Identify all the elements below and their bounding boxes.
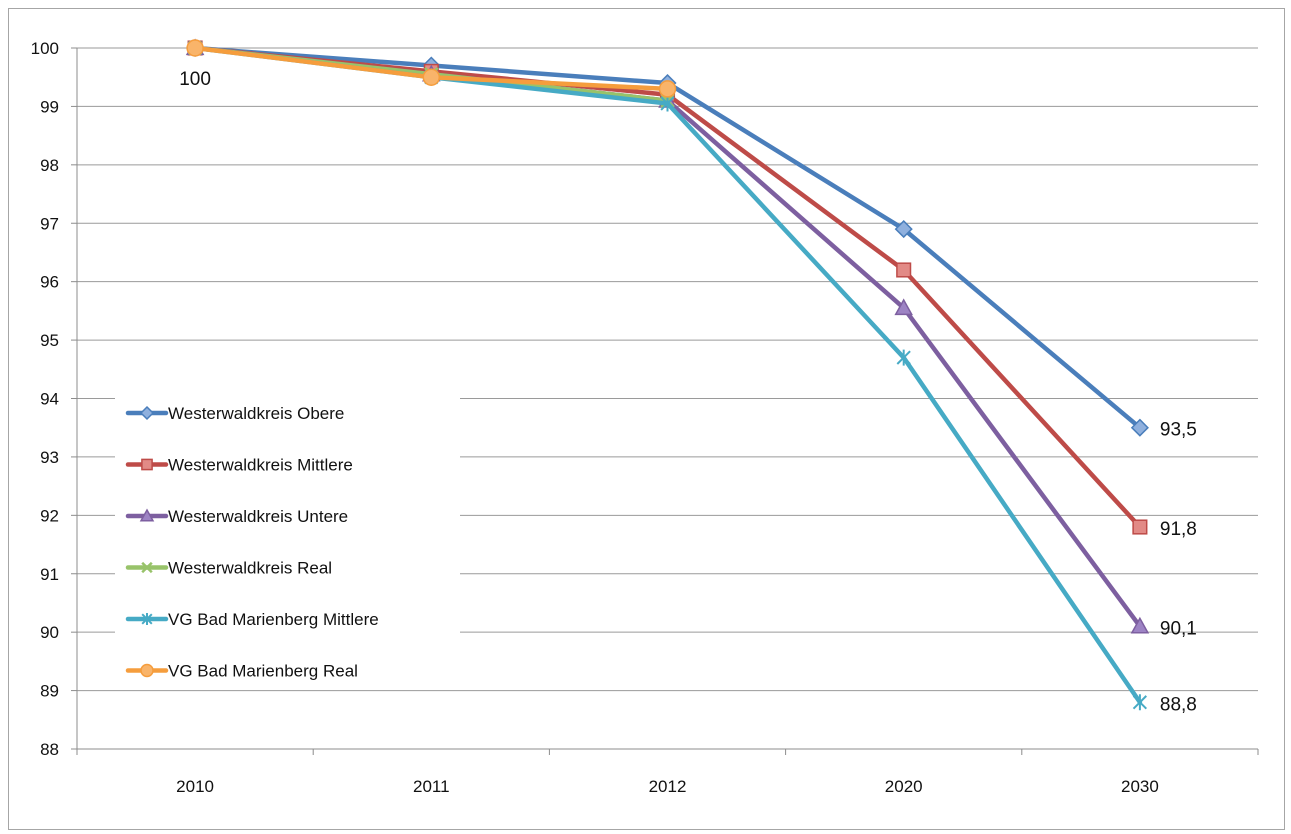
y-tick-label: 97 <box>40 214 59 233</box>
legend-item: Westerwaldkreis Untere <box>125 507 348 526</box>
legend-marker <box>140 663 154 678</box>
data-point <box>658 80 677 98</box>
legend-label: VG Bad Marienberg Mittlere <box>168 610 379 629</box>
gridlines <box>77 47 1258 692</box>
legend-marker <box>141 561 153 574</box>
y-tick-label: 93 <box>40 448 59 467</box>
y-tick-label: 92 <box>40 506 59 525</box>
chart-frame <box>8 8 1285 830</box>
y-tick-label: 100 <box>31 39 59 58</box>
data-point <box>660 95 675 112</box>
data-point <box>1130 418 1149 437</box>
legend-item: Westerwaldkreis Mittlere <box>125 456 353 475</box>
y-tick-label: 95 <box>40 331 59 350</box>
y-tick-label: 91 <box>40 565 59 584</box>
data-label: 100 <box>179 69 211 90</box>
y-tick-label: 96 <box>40 273 59 292</box>
y-tick-label: 94 <box>40 390 59 409</box>
x-tick-label: 2020 <box>885 777 923 796</box>
data-point <box>894 220 913 239</box>
x-tick-label: 2030 <box>1121 777 1159 796</box>
data-point <box>1130 616 1150 634</box>
x-tick-label: 2010 <box>176 777 214 796</box>
legend-item: Westerwaldkreis Real <box>125 559 332 578</box>
legend-item: Westerwaldkreis Obere <box>125 404 344 423</box>
data-point <box>894 298 913 316</box>
data-point <box>422 68 441 86</box>
legend-marker <box>139 405 155 421</box>
legend-marker <box>141 613 153 625</box>
data-point <box>186 39 204 57</box>
x-tick-label: 2012 <box>649 777 687 796</box>
series-line <box>192 45 1143 629</box>
legend-item: VG Bad Marienberg Real <box>125 662 358 681</box>
data-point <box>1132 694 1148 711</box>
series-3 <box>185 38 1150 634</box>
legend-label: VG Bad Marienberg Real <box>168 662 358 681</box>
y-tick-label: 98 <box>40 156 59 175</box>
data-label: 91,8 <box>1160 519 1197 540</box>
data-label: 88,8 <box>1160 694 1197 715</box>
x-tick-label: 2011 <box>413 777 450 796</box>
legend-marker <box>139 508 155 522</box>
series-6 <box>186 39 677 98</box>
data-point <box>896 262 912 278</box>
y-tick-label: 88 <box>40 740 59 759</box>
marker-stroke <box>141 561 153 574</box>
data-label: 93,5 <box>1160 420 1197 441</box>
data-point <box>1132 519 1148 535</box>
y-tick-label: 90 <box>40 623 59 642</box>
legend: Westerwaldkreis Obere Westerwaldkreis Mit… <box>125 404 379 681</box>
legend-label: Westerwaldkreis Mittlere <box>168 456 353 475</box>
legend-item: VG Bad Marienberg Mittlere <box>125 610 379 629</box>
data-label: 90,1 <box>1160 618 1197 639</box>
y-tick-label: 89 <box>40 682 59 701</box>
legend-marker <box>141 458 153 471</box>
legend-label: Westerwaldkreis Untere <box>168 507 348 526</box>
data-point <box>896 349 911 366</box>
y-tick-label: 99 <box>40 97 59 116</box>
legend-label: Westerwaldkreis Obere <box>168 404 344 423</box>
legend-label: Westerwaldkreis Real <box>168 559 332 578</box>
